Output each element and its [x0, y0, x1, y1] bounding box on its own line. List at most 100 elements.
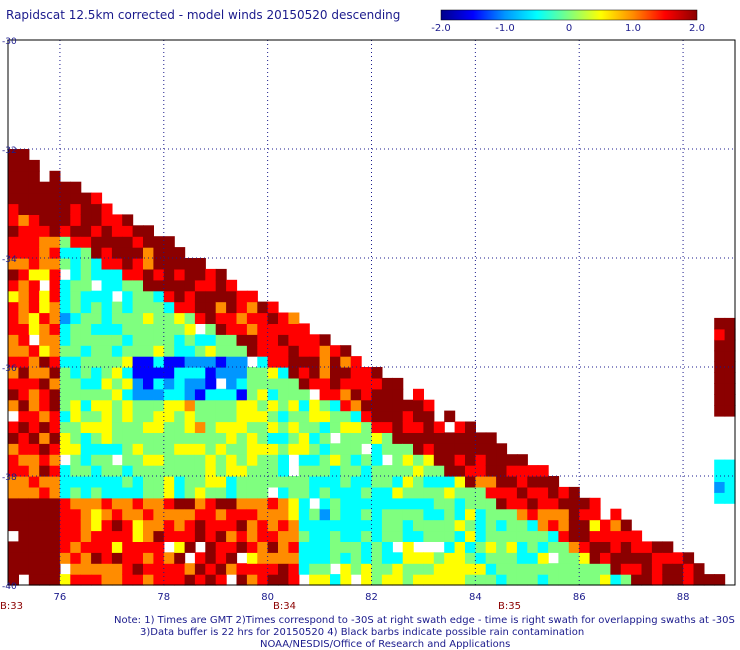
heatmap-cell: [610, 530, 622, 542]
heatmap-cell: [70, 203, 82, 215]
heatmap-cell: [194, 356, 206, 368]
heatmap-cell: [413, 465, 424, 477]
heatmap-cell: [257, 508, 269, 521]
heatmap-cell: [91, 454, 103, 466]
heatmap-cell: [101, 476, 113, 488]
heatmap-cell: [59, 486, 71, 499]
heatmap-cell: [111, 530, 123, 542]
heatmap-cell: [49, 236, 61, 248]
heatmap-cell: [485, 508, 497, 521]
heatmap-cell: [132, 486, 144, 499]
heatmap-cell: [278, 399, 289, 412]
heatmap-cell: [278, 367, 289, 379]
heatmap-cell: [246, 508, 258, 521]
heatmap-cell: [309, 552, 321, 564]
heatmap-cell: [132, 225, 144, 237]
heatmap-cell: [392, 388, 404, 401]
heatmap-cell: [111, 563, 123, 575]
heatmap-cell: [309, 519, 321, 532]
heatmap-cell: [70, 279, 82, 292]
heatmap-cell: [122, 356, 134, 368]
heatmap-cell: [496, 465, 508, 477]
heatmap-cell: [465, 519, 476, 532]
x-tick-label: 82: [365, 592, 378, 603]
heatmap-cell: [246, 367, 258, 379]
heatmap-cell: [132, 552, 144, 564]
heatmap-cell: [80, 258, 92, 270]
heatmap-cell: [111, 377, 123, 390]
heatmap-cell: [226, 454, 238, 466]
heatmap-cell: [39, 432, 51, 444]
heatmap-cell: [39, 508, 51, 521]
heatmap-cell: [18, 279, 30, 292]
heatmap-cell: [381, 508, 393, 521]
heatmap-cell: [184, 421, 196, 433]
heatmap-cell: [724, 350, 736, 363]
heatmap-cell: [153, 367, 165, 379]
heatmap-cell: [215, 312, 227, 324]
heatmap-cell: [433, 476, 445, 488]
heatmap-cell: [49, 268, 61, 281]
heatmap-cell: [319, 476, 331, 488]
heatmap-cell: [184, 367, 196, 379]
heatmap-cells: [8, 149, 736, 586]
heatmap-cell: [309, 508, 321, 521]
heatmap-cell: [246, 465, 258, 477]
heatmap-cell: [714, 405, 726, 417]
heatmap-cell: [340, 432, 352, 444]
heatmap-cell: [651, 552, 663, 564]
heatmap-cell: [226, 443, 238, 455]
heatmap-cell: [80, 377, 92, 390]
heatmap-cell: [174, 497, 186, 510]
heatmap-cell: [80, 290, 92, 303]
heatmap-cell: [506, 552, 518, 564]
heatmap-cell: [143, 399, 154, 412]
heatmap-cell: [298, 421, 310, 433]
heatmap-cell: [194, 519, 206, 532]
heatmap-cell: [236, 432, 248, 444]
heatmap-cell: [527, 465, 539, 477]
heatmap-cell: [174, 290, 186, 303]
heatmap-cell: [49, 541, 61, 553]
heatmap-cell: [163, 301, 175, 314]
heatmap-cell: [226, 334, 238, 346]
heatmap-cell: [153, 247, 165, 259]
heatmap-cell: [485, 574, 497, 586]
heatmap-cell: [267, 574, 279, 586]
x-axis: 76 78 80 82 84 86 88: [54, 592, 690, 603]
heatmap-cell: [620, 563, 632, 575]
heatmap-cell: [340, 399, 352, 412]
heatmap-cell: [309, 345, 321, 357]
heatmap-cell: [205, 552, 217, 564]
heatmap-cell: [132, 334, 144, 346]
heatmap-cell: [714, 383, 726, 395]
heatmap-cell: [153, 377, 165, 390]
heatmap-cell: [371, 519, 383, 532]
heatmap-cell: [278, 497, 289, 510]
heatmap-cell: [278, 476, 289, 488]
heatmap-cell: [402, 465, 414, 477]
heatmap-cell: [537, 508, 549, 521]
heatmap-cell: [18, 312, 30, 324]
heatmap-cell: [59, 345, 71, 357]
heatmap-cell: [70, 323, 82, 335]
heatmap-cell: [80, 552, 92, 564]
heatmap-cell: [589, 563, 601, 575]
heatmap-cell: [267, 476, 279, 488]
heatmap-cell: [350, 410, 362, 423]
heatmap-cell: [143, 225, 154, 237]
heatmap-cell: [527, 519, 539, 532]
heatmap-cell: [246, 574, 258, 586]
heatmap-cell: [70, 552, 82, 564]
heatmap-cell: [80, 279, 92, 292]
heatmap-cell: [340, 563, 352, 575]
heatmap-cell: [496, 541, 508, 553]
heatmap-cell: [309, 377, 321, 390]
y-tick-label: -32: [2, 146, 17, 156]
heatmap-cell: [101, 214, 113, 226]
heatmap-cell: [413, 443, 424, 455]
heatmap-cell: [330, 508, 341, 521]
heatmap-cell: [610, 519, 622, 532]
heatmap-cell: [122, 574, 134, 586]
heatmap-cell: [8, 377, 19, 390]
